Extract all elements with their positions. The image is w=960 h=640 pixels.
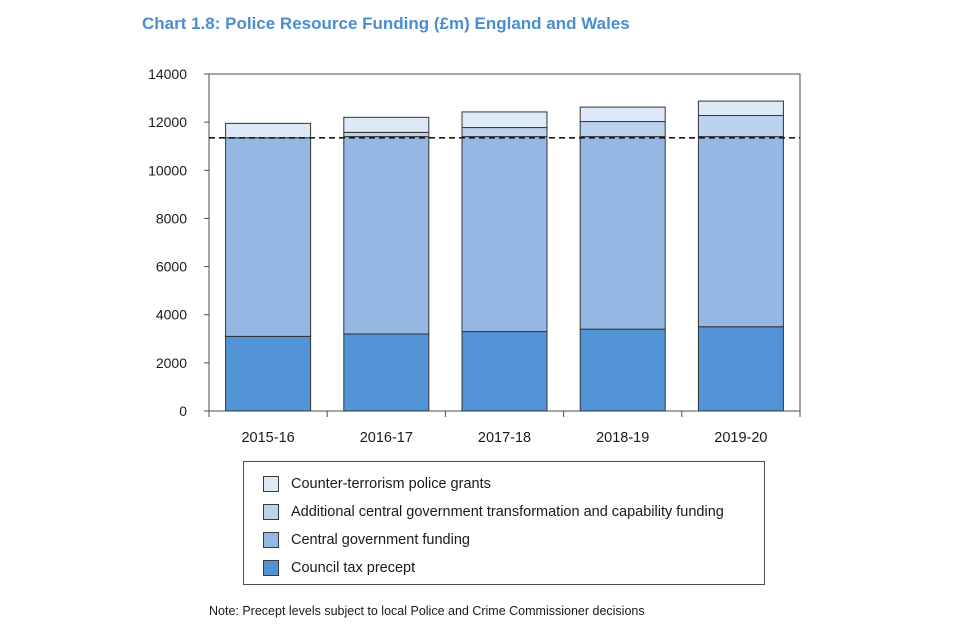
bar-segment	[579, 136, 666, 330]
legend-item: Central government funding	[263, 526, 764, 554]
bar-segment	[343, 136, 430, 335]
y-tick-label: 6000	[156, 259, 187, 275]
legend-swatch	[263, 532, 279, 548]
chart-note: Note: Precept levels subject to local Po…	[209, 604, 645, 618]
y-tick-label: 4000	[156, 307, 187, 323]
legend-swatch	[263, 560, 279, 576]
x-tick-label: 2017-18	[478, 430, 531, 446]
bar-segment	[579, 121, 666, 138]
bar-segment	[225, 137, 312, 337]
legend-label: Additional central government transforma…	[291, 504, 724, 520]
y-tick-label: 8000	[156, 210, 187, 226]
bar-segment	[225, 122, 312, 139]
bar-segment	[461, 111, 548, 129]
bar-segment	[461, 127, 548, 138]
x-tick-label: 2016-17	[360, 430, 413, 446]
chart-title: Chart 1.8: Police Resource Funding (£m) …	[142, 14, 630, 33]
bar-segment	[343, 333, 430, 412]
x-tick-label: 2015-16	[241, 430, 294, 446]
y-tick-label: 2000	[156, 355, 187, 371]
chart-plot: 0 2000 4000 6000 8000 10000 12000 14000 2015-16…	[148, 66, 801, 446]
chart-legend: Counter-terrorism police grants Additiona…	[243, 461, 765, 585]
x-tick-label: 2018-19	[596, 430, 649, 446]
legend-item: Council tax precept	[263, 554, 764, 582]
bar-segment	[461, 331, 548, 412]
legend-label: Central government funding	[291, 532, 470, 548]
legend-label: Council tax precept	[291, 560, 416, 576]
legend-swatch	[263, 476, 279, 492]
y-tick-label: 0	[179, 403, 187, 419]
legend-item: Counter-terrorism police grants	[263, 470, 764, 498]
legend-item: Additional central government transforma…	[263, 498, 764, 526]
bar-segment	[343, 116, 430, 133]
bar-segment	[343, 131, 430, 138]
bar-segment	[579, 106, 666, 123]
bar-segment	[579, 328, 666, 412]
x-tick-label: 2019-20	[714, 430, 767, 446]
bar-segment	[697, 326, 784, 412]
bar-segment	[697, 136, 784, 328]
y-tick-label: 10000	[148, 162, 187, 178]
bar-segment	[461, 136, 548, 333]
legend-label: Counter-terrorism police grants	[291, 476, 491, 492]
bar-segment	[225, 335, 312, 412]
y-tick-label: 14000	[148, 66, 187, 82]
y-tick-label: 12000	[148, 114, 187, 130]
bar-segment	[697, 115, 784, 138]
bar-segment	[697, 100, 784, 117]
legend-swatch	[263, 504, 279, 520]
